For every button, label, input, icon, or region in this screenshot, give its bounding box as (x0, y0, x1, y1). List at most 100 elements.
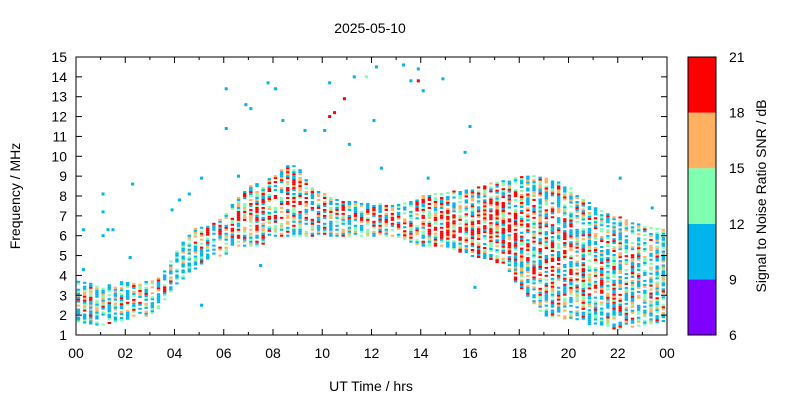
data-cell (483, 193, 487, 196)
data-cell (538, 192, 542, 195)
data-cell (544, 241, 549, 244)
data-cell (661, 316, 665, 319)
data-cell (76, 288, 81, 291)
data-cell (606, 280, 610, 283)
data-cell (563, 303, 567, 306)
data-cell (624, 273, 629, 276)
data-cell (538, 250, 542, 253)
data-cell (483, 217, 487, 220)
data-cell (261, 187, 265, 190)
data-cell (82, 319, 87, 322)
data-cell (600, 228, 604, 231)
data-cell (532, 224, 536, 227)
data-cell (249, 234, 253, 237)
data-cell (655, 231, 659, 234)
data-cell (593, 241, 598, 244)
data-cell (526, 249, 530, 252)
data-cell (76, 318, 81, 321)
data-cell (575, 290, 579, 293)
data-cell (144, 310, 148, 313)
data-cell (156, 299, 161, 302)
data-cell (569, 288, 573, 291)
data-cell (618, 238, 622, 241)
data-cell (341, 218, 345, 221)
data-cell (581, 250, 585, 253)
data-cell (409, 236, 413, 239)
data-cell (618, 264, 622, 267)
data-cell (464, 209, 468, 212)
data-cell (526, 199, 530, 202)
data-cell (273, 228, 278, 231)
data-cell (550, 289, 555, 292)
data-cell (526, 263, 530, 266)
data-cell (421, 198, 425, 201)
data-cell (95, 299, 99, 302)
data-cell (489, 200, 493, 203)
data-cell (181, 245, 185, 248)
data-cell (544, 296, 549, 299)
data-cell (132, 298, 136, 301)
data-cell (439, 230, 444, 233)
data-cell (624, 308, 629, 311)
data-cell (624, 296, 629, 299)
data-cell (286, 165, 290, 168)
colorbar-bin (688, 223, 716, 280)
data-cell (181, 269, 185, 272)
data-cell (538, 281, 542, 284)
data-cell (587, 217, 592, 220)
data-cell (575, 254, 579, 257)
data-cell (606, 225, 610, 228)
data-cell (569, 235, 573, 238)
data-cell (556, 314, 561, 317)
data-cell (267, 229, 271, 232)
x-tick-label: 22 (610, 345, 626, 361)
data-cell (483, 227, 487, 230)
data-cell (464, 213, 468, 216)
data-cell (175, 252, 179, 255)
data-cell (261, 200, 265, 203)
data-cell (353, 226, 358, 229)
data-cell (655, 285, 659, 288)
data-cell (612, 234, 616, 237)
data-cell (544, 314, 549, 317)
data-cell (532, 268, 536, 271)
data-cell (593, 290, 598, 293)
data-cell (267, 182, 271, 185)
data-cell (181, 255, 185, 258)
data-cell (643, 273, 647, 276)
data-cell (446, 217, 450, 220)
data-cell (532, 236, 536, 239)
data-cell (612, 232, 616, 235)
data-cell (600, 283, 604, 286)
data-cell (162, 298, 167, 301)
data-cell (556, 197, 561, 200)
data-cell (655, 293, 659, 296)
data-cell (316, 232, 321, 235)
data-cell (612, 238, 616, 241)
data-cell (119, 301, 124, 304)
data-cell (612, 255, 616, 258)
data-cell (76, 312, 81, 315)
data-cell (273, 206, 278, 209)
data-cell (513, 276, 518, 279)
data-cell (520, 257, 524, 260)
data-cell (593, 284, 598, 287)
data-cell (187, 252, 191, 255)
data-cell (630, 321, 635, 324)
data-cell (636, 290, 641, 293)
data-cell (636, 241, 641, 244)
data-cell (556, 195, 561, 198)
data-cell (587, 287, 592, 290)
data-cell (366, 206, 370, 209)
data-cell (396, 211, 401, 214)
data-cell (593, 280, 598, 283)
data-cell (242, 216, 247, 219)
data-cell (538, 232, 542, 235)
data-cell (372, 208, 376, 211)
data-cell (433, 204, 438, 207)
data-cell (384, 216, 388, 219)
data-cell (464, 231, 468, 234)
data-cell (347, 208, 352, 211)
data-cell (532, 262, 536, 265)
data-cell (427, 240, 432, 243)
